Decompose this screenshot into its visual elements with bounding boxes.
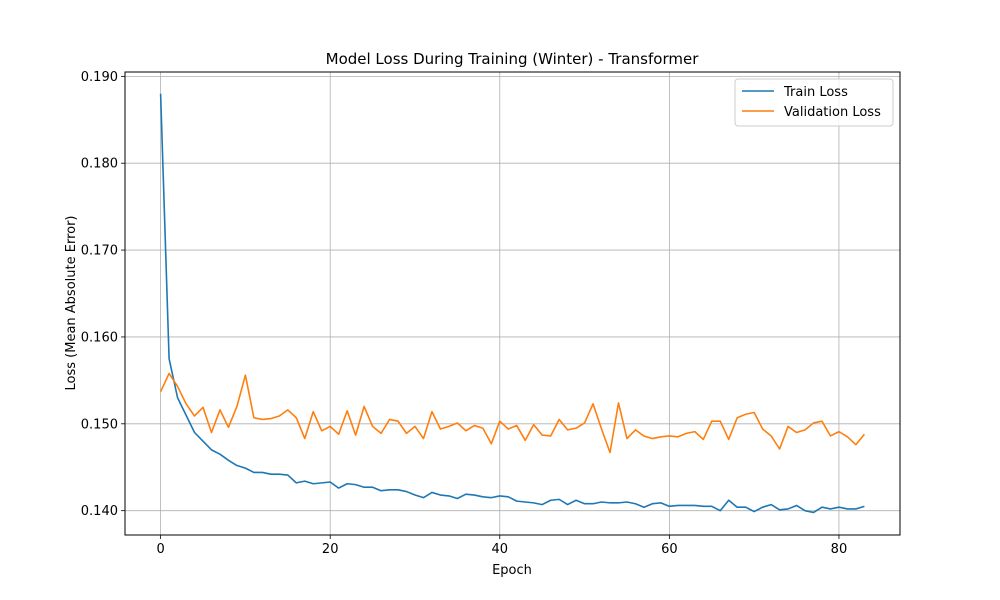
y-tick-label: 0.160 [81, 330, 118, 345]
y-axis-label: Loss (Mean Absolute Error) [64, 216, 79, 391]
legend: Train Loss Validation Loss [734, 78, 894, 127]
x-tick-label: 20 [322, 542, 339, 557]
x-tick-label: 80 [831, 542, 848, 557]
y-tick-label: 0.170 [81, 244, 118, 259]
y-tick-label: 0.180 [81, 157, 118, 172]
legend-label-train-loss: Train Loss [783, 85, 848, 100]
x-tick-label: 40 [492, 542, 509, 557]
grid-lines [125, 72, 900, 535]
y-tick-label: 0.140 [81, 504, 118, 519]
legend-label-validation-loss: Validation Loss [784, 105, 881, 120]
x-tick-label: 0 [156, 542, 164, 557]
x-axis-label: Epoch [492, 563, 532, 578]
legend-box [734, 78, 894, 127]
series-line-validation-loss [159, 372, 866, 454]
series-line-train-loss [159, 93, 865, 514]
x-tick-label: 60 [661, 542, 678, 557]
y-tick-label: 0.150 [81, 417, 118, 432]
y-tick-label: 0.190 [81, 70, 118, 85]
axis-ticks: 0 20 40 60 80 0.140 0.150 0.160 0.170 0.180 0.190 [81, 70, 847, 557]
series-lines [159, 93, 866, 514]
chart-title: Model Loss During Training (Winter) - Tr… [326, 50, 700, 68]
plot-frame [124, 71, 901, 536]
